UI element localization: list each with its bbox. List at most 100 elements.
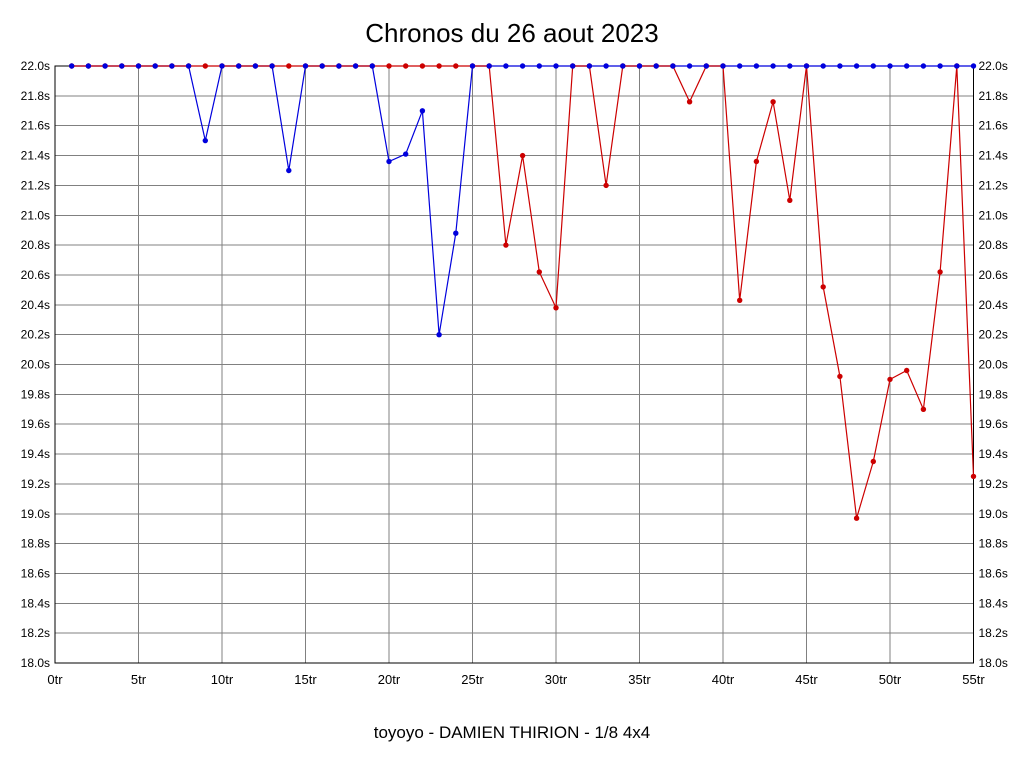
data-point-blue — [519, 63, 526, 69]
x-tick-label: 30tr — [545, 672, 568, 687]
data-point-blue — [202, 137, 208, 144]
data-point-blue — [937, 63, 943, 69]
data-point-red — [904, 367, 910, 374]
data-point-blue — [770, 63, 776, 69]
y-tick-label-right: 18.6s — [979, 566, 1008, 580]
y-tick-label-left: 21.4s — [21, 149, 50, 163]
y-tick-label-right: 18.4s — [979, 596, 1008, 610]
data-point-blue — [436, 332, 442, 338]
data-point-red — [503, 242, 509, 248]
data-point-red — [770, 99, 776, 105]
y-tick-label-right: 20.8s — [979, 238, 1008, 252]
data-point-blue — [219, 63, 225, 69]
data-point-red — [870, 458, 876, 465]
data-point-blue — [169, 63, 175, 69]
data-point-blue — [970, 63, 977, 69]
y-tick-label-left: 19.8s — [21, 387, 50, 401]
y-tick-label-left: 20.0s — [21, 358, 50, 372]
data-point-blue — [302, 63, 309, 69]
data-point-blue — [352, 63, 359, 69]
x-tick-label: 20tr — [378, 672, 401, 687]
data-point-blue — [720, 63, 726, 69]
data-point-red — [737, 297, 743, 303]
y-tick-label-right: 22.0s — [979, 59, 1008, 73]
data-point-blue — [753, 63, 760, 69]
data-point-blue — [737, 63, 743, 69]
y-tick-label-right: 20.0s — [979, 358, 1008, 372]
y-tick-label-right: 18.2s — [979, 626, 1008, 640]
data-point-blue — [920, 63, 927, 69]
series-line-blue — [71, 65, 974, 335]
x-tick-label: 45tr — [795, 672, 818, 687]
data-point-blue — [586, 63, 593, 69]
y-tick-label-right: 18.0s — [979, 656, 1008, 670]
data-point-blue — [787, 63, 793, 69]
data-point-blue — [403, 151, 409, 157]
data-point-blue — [703, 63, 709, 69]
data-point-blue — [670, 63, 676, 69]
data-point-blue — [236, 63, 242, 69]
data-point-red — [837, 373, 843, 380]
data-point-red — [853, 515, 860, 521]
data-point-red — [787, 197, 793, 203]
y-tick-label-left: 18.6s — [21, 566, 50, 580]
data-point-blue — [252, 63, 259, 69]
x-tick-label: 50tr — [879, 672, 902, 687]
data-point-blue — [636, 63, 643, 69]
data-point-red — [603, 182, 609, 189]
y-tick-label-right: 21.2s — [979, 178, 1008, 192]
y-tick-label-right: 19.0s — [979, 507, 1008, 521]
data-point-blue — [85, 63, 92, 69]
data-point-blue — [803, 63, 810, 69]
y-tick-label-right: 18.8s — [979, 537, 1008, 551]
y-tick-label-right: 21.0s — [979, 208, 1008, 222]
data-point-blue — [536, 63, 542, 69]
chart-caption: toyoyo - DAMIEN THIRION - 1/8 4x4 — [373, 723, 651, 742]
data-point-red — [436, 63, 442, 69]
data-point-blue — [887, 63, 893, 69]
data-point-blue — [904, 63, 910, 69]
y-tick-label-left: 18.4s — [21, 596, 50, 610]
y-tick-label-left: 21.6s — [21, 119, 50, 133]
y-tick-label-left: 20.4s — [21, 298, 50, 312]
y-tick-label-left: 19.6s — [21, 417, 50, 431]
data-point-blue — [820, 63, 826, 69]
x-tick-label: 15tr — [294, 672, 317, 687]
data-point-blue — [653, 63, 659, 69]
x-tick-label: 25tr — [461, 672, 484, 687]
data-point-red — [970, 473, 977, 480]
data-point-blue — [119, 63, 125, 69]
data-point-blue — [102, 63, 108, 69]
data-point-red — [937, 269, 943, 275]
y-tick-label-right: 21.6s — [979, 119, 1008, 133]
data-point-red — [920, 406, 927, 412]
data-point-blue — [469, 63, 476, 69]
data-point-blue — [603, 63, 609, 69]
y-tick-label-left: 21.2s — [21, 178, 50, 192]
data-point-red — [753, 158, 760, 165]
y-tick-label-left: 21.8s — [21, 89, 50, 103]
x-tick-label: 40tr — [712, 672, 735, 687]
y-tick-label-right: 20.2s — [979, 328, 1008, 342]
y-tick-label-left: 20.8s — [21, 238, 50, 252]
data-point-red — [419, 63, 426, 69]
data-point-red — [403, 63, 409, 69]
y-tick-label-left: 19.0s — [21, 507, 50, 521]
data-point-blue — [286, 167, 292, 174]
y-tick-label-left: 18.0s — [21, 656, 50, 670]
data-point-blue — [135, 63, 142, 69]
data-point-blue — [853, 63, 860, 69]
data-point-blue — [686, 63, 693, 69]
x-tick-label: 55tr — [962, 672, 985, 687]
data-point-blue — [369, 63, 375, 69]
y-tick-label-right: 21.4s — [979, 149, 1008, 163]
y-tick-label-right: 21.8s — [979, 89, 1008, 103]
x-tick-label: 10tr — [211, 672, 234, 687]
data-point-blue — [419, 108, 426, 114]
data-point-red — [536, 269, 542, 275]
data-point-red — [686, 99, 693, 105]
x-tick-label: 35tr — [628, 672, 651, 687]
data-point-red — [820, 284, 826, 290]
